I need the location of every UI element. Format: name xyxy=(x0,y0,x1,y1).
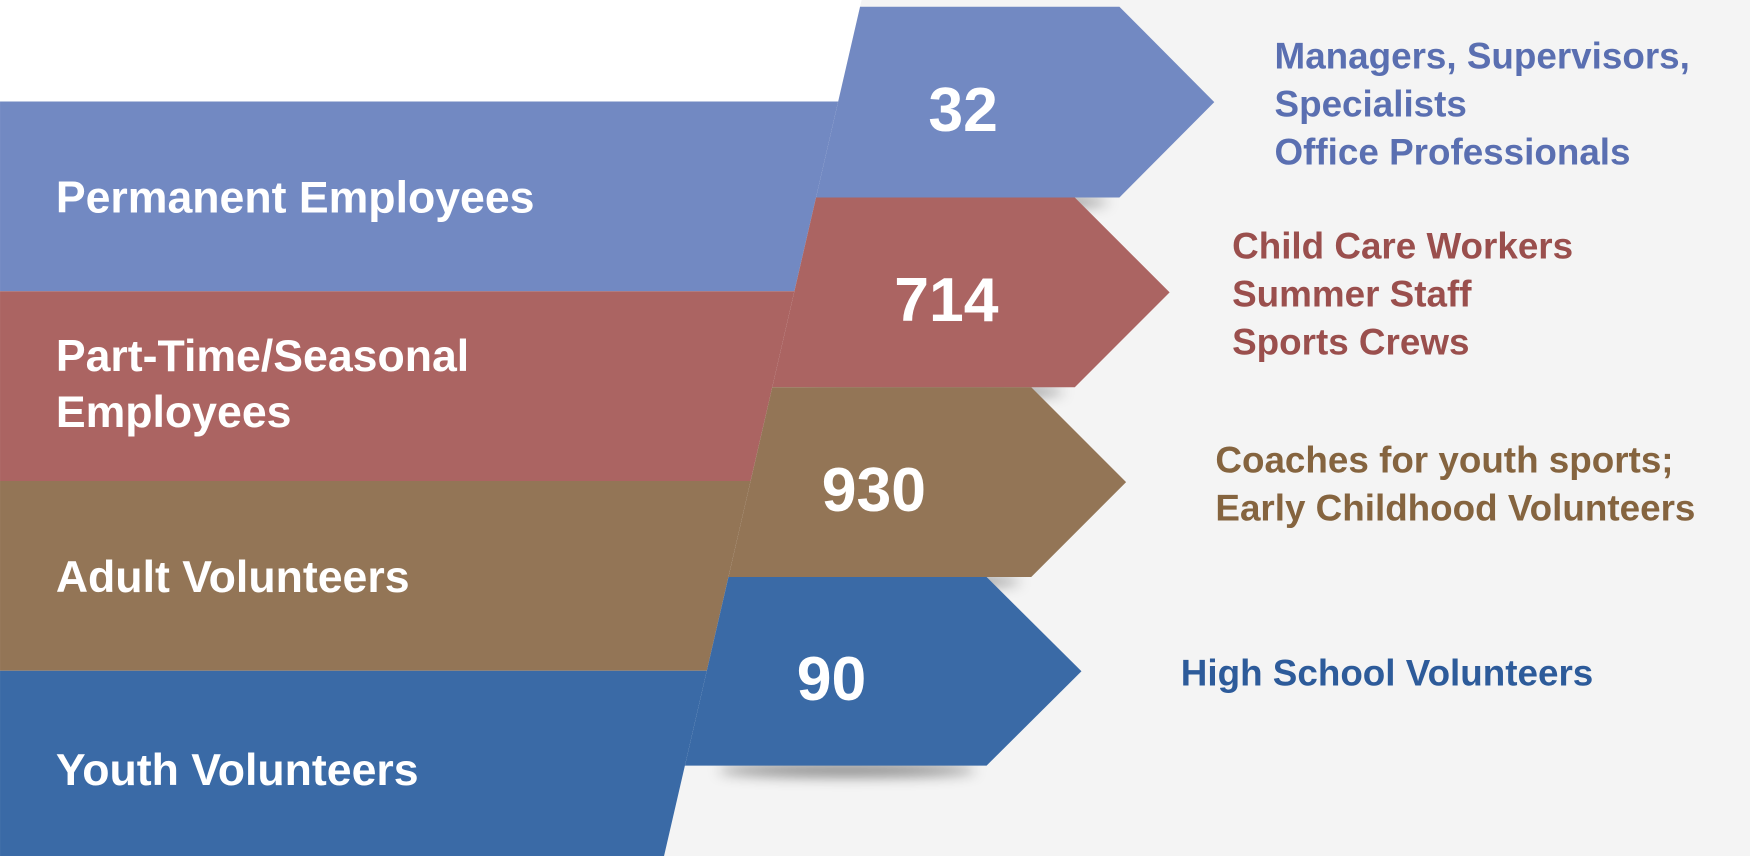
row-label: Employees xyxy=(56,388,292,437)
arrow xyxy=(772,197,1170,388)
arrow xyxy=(816,6,1215,198)
count: 930 xyxy=(822,455,926,525)
description: Summer Staff xyxy=(1232,274,1472,315)
row-label: Permanent Employees xyxy=(56,174,535,223)
band xyxy=(0,291,795,482)
description: Early Childhood Volunteers xyxy=(1215,487,1695,528)
description: Managers, Supervisors, xyxy=(1275,35,1690,76)
shadow xyxy=(718,763,976,777)
description: Specialists xyxy=(1275,83,1467,124)
band xyxy=(0,101,839,292)
row-label: Adult Volunteers xyxy=(56,553,410,602)
description: Sports Crews xyxy=(1232,322,1469,363)
row-label: Part-Time/Seasonal xyxy=(56,332,469,381)
arrow xyxy=(728,387,1127,577)
row-label: Youth Volunteers xyxy=(56,746,419,795)
description: High School Volunteers xyxy=(1181,652,1593,693)
count: 714 xyxy=(894,265,999,335)
arrow xyxy=(684,576,1082,766)
count: 90 xyxy=(797,644,867,714)
count: 32 xyxy=(928,75,998,145)
description: Office Professionals xyxy=(1275,131,1631,172)
description: Child Care Workers xyxy=(1232,226,1573,267)
band xyxy=(0,670,707,856)
description: Coaches for youth sports; xyxy=(1215,439,1673,480)
band xyxy=(0,481,751,671)
